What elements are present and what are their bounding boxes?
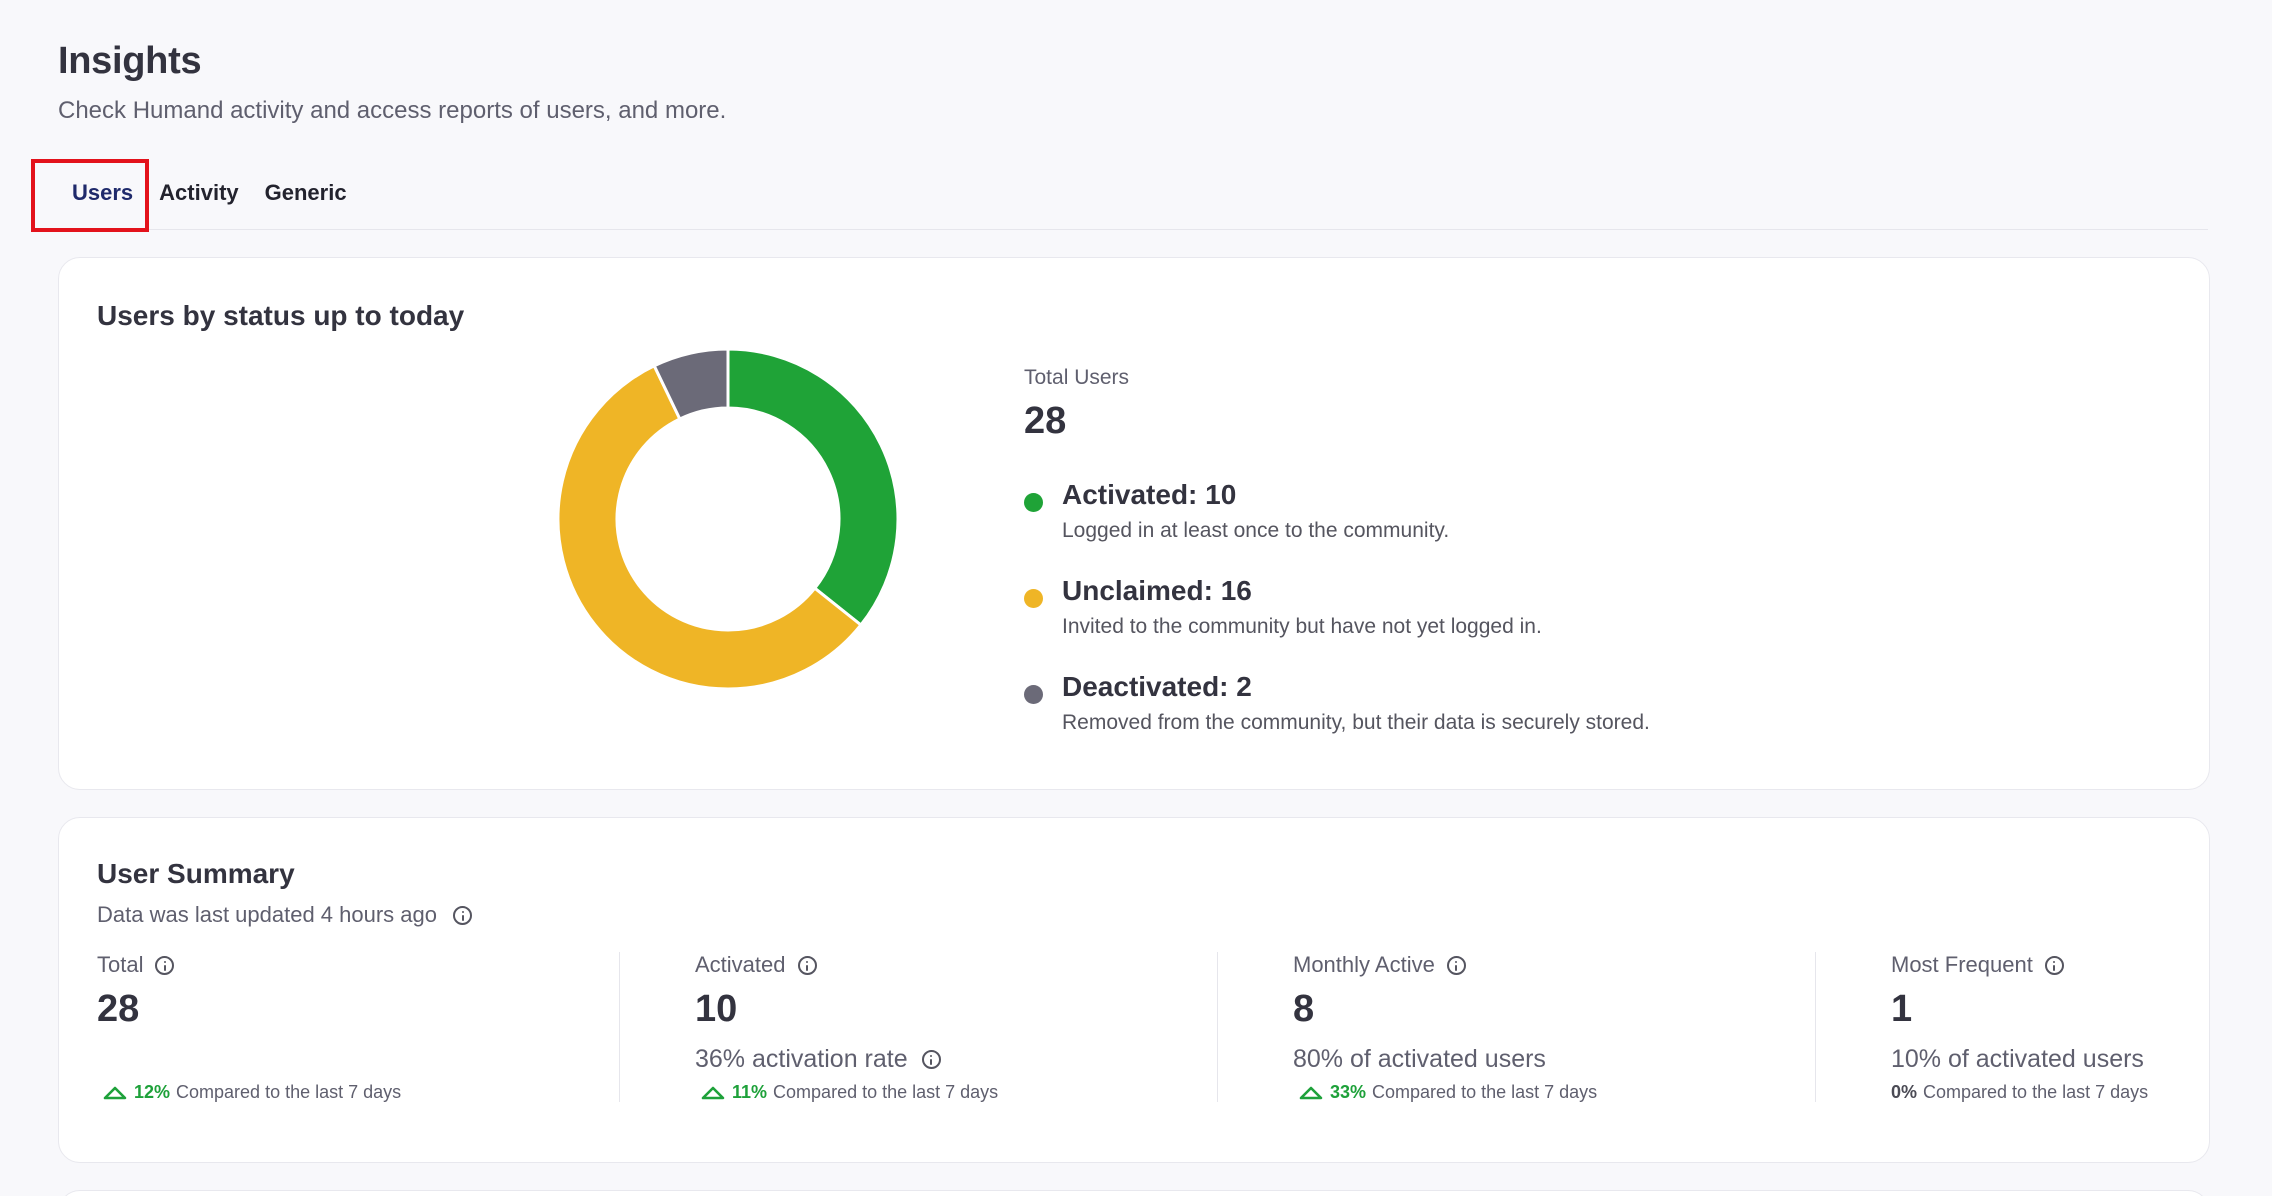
summary-metrics: Total 28 12% Compared to the last 7 days…: [97, 952, 2177, 1132]
metric-frequent-rate-row: 10% of activated users: [1891, 1045, 2191, 1074]
users-by-status-title: Users by status up to today: [97, 300, 465, 331]
insights-tabs: Users Activity Generic: [31, 159, 2208, 232]
unclaimed-dot-icon: [1024, 589, 1043, 608]
page-subtitle: Check Humand activity and access reports…: [58, 97, 727, 124]
metric-activated-label: Activated: [695, 952, 786, 977]
metric-most-frequent: Most Frequent 1 10% of activated users 0…: [1891, 952, 2191, 1102]
metric-frequent-rate: 10% of activated users: [1891, 1045, 2144, 1073]
donut-slice-deactivated[interactable]: [652, 347, 730, 421]
info-icon[interactable]: [1446, 955, 1466, 975]
legend-unclaimed-title: Unclaimed: 16: [1062, 575, 1252, 606]
tab-activity-label: Activity: [159, 180, 239, 205]
metric-monthly-value: 8: [1293, 988, 1315, 1030]
tab-users[interactable]: Users: [31, 159, 149, 232]
legend-deactivated-desc: Removed from the community, but their da…: [1062, 711, 1650, 734]
total-users-value: 28: [1024, 400, 1067, 442]
deactivated-dot-icon: [1024, 685, 1043, 704]
info-icon[interactable]: [453, 905, 473, 925]
page-title: Insights: [58, 40, 202, 82]
user-summary-card: User Summary Data was last updated 4 hou…: [58, 817, 2210, 1163]
metric-frequent-pct: 0%: [1891, 1082, 1918, 1102]
legend-item-deactivated: Deactivated: 2 Removed from the communit…: [1024, 671, 1924, 735]
legend-activated-desc: Logged in at least once to the community…: [1062, 519, 1450, 542]
info-icon[interactable]: [797, 955, 817, 975]
metric-monthly-compare: 33% Compared to the last 7 days: [1293, 1082, 1597, 1103]
metric-frequent-label: Most Frequent: [1891, 952, 2033, 977]
donut-slice-unclaimed[interactable]: [556, 363, 864, 691]
metric-monthly-pct: 33%: [1330, 1082, 1367, 1102]
metric-total-compare: 12% Compared to the last 7 days: [97, 1082, 401, 1103]
users-by-status-card: Users by status up to today Total Users …: [58, 257, 2210, 790]
metric-activated-value: 10: [695, 988, 738, 1030]
tab-users-label: Users: [72, 180, 134, 205]
metric-total-label-row: Total: [97, 952, 657, 978]
metric-monthly-active: Monthly Active 8 80% of activated users …: [1293, 952, 1853, 1102]
metric-frequent-compare: 0% Compared to the last 7 days: [1891, 1082, 2148, 1103]
page-header: Insights Check Humand activity and acces…: [58, 40, 726, 125]
legend-item-unclaimed: Unclaimed: 16 Invited to the community b…: [1024, 575, 1924, 639]
metric-total-label: Total: [97, 952, 144, 977]
metric-total: Total 28 12% Compared to the last 7 days: [97, 952, 657, 1102]
metric-monthly-label: Monthly Active: [1293, 952, 1435, 977]
metric-total-value: 28: [97, 988, 140, 1030]
user-summary-title: User Summary: [97, 858, 295, 889]
users-status-legend: Total Users 28 Activated: 10 Logged in a…: [1024, 366, 1924, 735]
legend-item-activated: Activated: 10 Logged in at least once to…: [1024, 479, 1924, 543]
activated-dot-icon: [1024, 493, 1043, 512]
total-users-label: Total Users: [1024, 366, 1130, 389]
trend-up-icon: [103, 1086, 127, 1099]
metric-total-pct: 12%: [134, 1082, 171, 1102]
tab-activity[interactable]: Activity: [147, 160, 250, 228]
next-card: [58, 1190, 2210, 1196]
legend-deactivated-title: Deactivated: 2: [1062, 671, 1252, 702]
metric-activated-rate: 36% activation rate: [695, 1045, 908, 1073]
metric-monthly-rate: 80% of activated users: [1293, 1045, 1546, 1073]
user-summary-subtitle: Data was last updated 4 hours ago: [97, 902, 473, 928]
info-icon[interactable]: [921, 1050, 941, 1069]
metric-frequent-value: 1: [1891, 988, 1913, 1030]
info-icon[interactable]: [155, 955, 175, 975]
tab-generic-label: Generic: [264, 180, 347, 205]
metric-activated-pct: 11%: [732, 1082, 768, 1102]
trend-up-icon: [1299, 1086, 1323, 1099]
users-status-donut-chart: [556, 347, 900, 691]
metric-activated-rate-row: 36% activation rate: [695, 1045, 1255, 1074]
metric-divider: [619, 952, 620, 1102]
last-updated-text: Data was last updated 4 hours ago: [97, 902, 438, 927]
metric-monthly-rate-row: 80% of activated users: [1293, 1045, 1853, 1074]
trend-up-icon: [701, 1086, 725, 1099]
metric-divider: [1217, 952, 1218, 1102]
metric-activated: Activated 10 36% activation rate 11% Com…: [695, 952, 1255, 1102]
metric-monthly-label-row: Monthly Active: [1293, 952, 1853, 978]
metric-divider: [1815, 952, 1816, 1102]
metric-activated-label-row: Activated: [695, 952, 1255, 978]
legend-activated-title: Activated: 10: [1062, 479, 1237, 510]
metric-total-compare-text: Compared to the last 7 days: [176, 1082, 402, 1102]
info-icon[interactable]: [2044, 955, 2064, 975]
metric-frequent-compare-text: Compared to the last 7 days: [1923, 1082, 2149, 1102]
donut-slice-activated[interactable]: [726, 347, 900, 628]
metric-frequent-label-row: Most Frequent: [1891, 952, 2191, 978]
metric-monthly-compare-text: Compared to the last 7 days: [1372, 1082, 1598, 1102]
tab-generic[interactable]: Generic: [253, 160, 359, 228]
metric-activated-compare: 11% Compared to the last 7 days: [695, 1082, 998, 1103]
legend-unclaimed-desc: Invited to the community but have not ye…: [1062, 615, 1542, 638]
metric-activated-compare-text: Compared to the last 7 days: [773, 1082, 999, 1102]
